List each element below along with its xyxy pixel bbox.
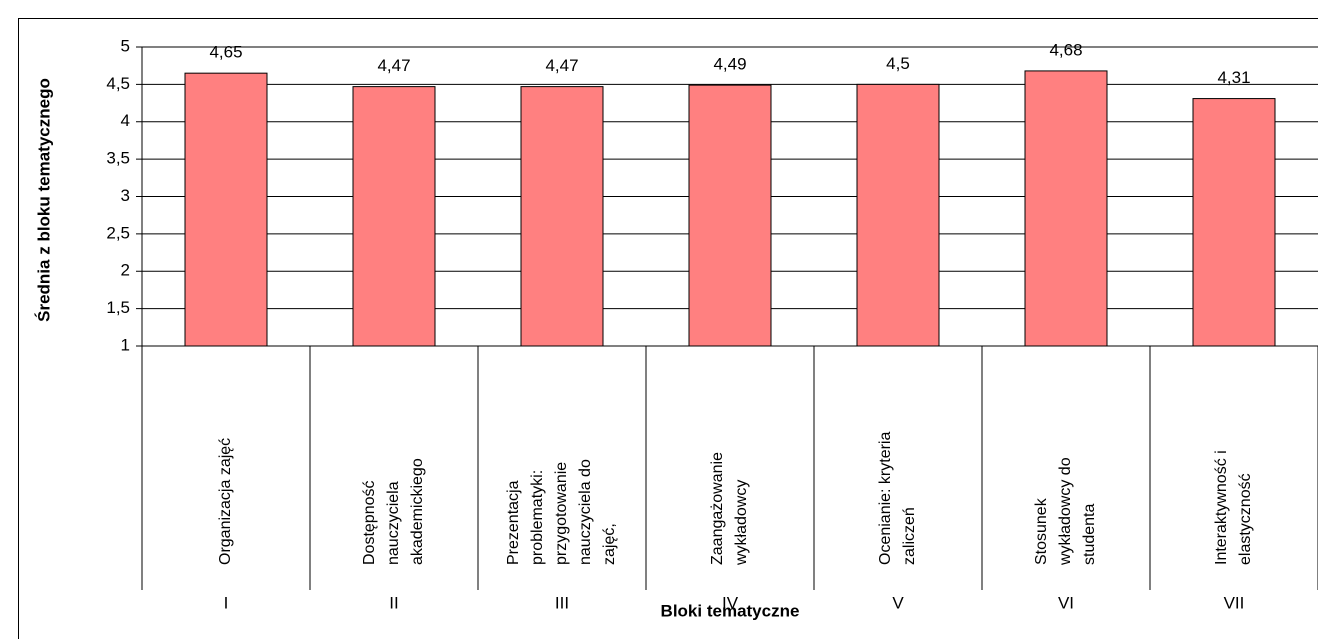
y-tick-label: 3,5 xyxy=(106,149,130,168)
y-tick-label: 2,5 xyxy=(106,223,130,242)
bar xyxy=(520,86,604,347)
x-axis-title: Bloki tematyczne xyxy=(661,601,800,620)
data-label: 4,49 xyxy=(713,55,746,74)
x-tick-label: I xyxy=(224,593,229,612)
y-tick-label: 4 xyxy=(121,111,130,130)
data-label: 4,31 xyxy=(1217,68,1250,87)
y-tick-label: 1 xyxy=(121,335,130,354)
category-description: akademickiego xyxy=(409,458,426,565)
x-tick-label: VI xyxy=(1058,593,1074,612)
category-description: przygotowanie xyxy=(553,462,570,565)
category-description: wykładowcy do xyxy=(1057,457,1074,566)
category-description: Interaktywność i xyxy=(1213,450,1230,565)
category-description: Dostępność xyxy=(361,481,378,566)
category-description: Ocenianie: kryteria xyxy=(877,432,894,565)
category-description: wykładowcy xyxy=(733,480,750,566)
x-tick-label: IV xyxy=(722,593,739,612)
y-tick-label: 1,5 xyxy=(106,298,130,317)
y-axis-title: Średnia z bloku tematycznego xyxy=(34,78,53,322)
bar xyxy=(1024,70,1108,347)
bar xyxy=(352,86,436,347)
y-tick-label: 3 xyxy=(121,186,130,205)
category-description: elastyczność xyxy=(1237,473,1254,565)
bar xyxy=(856,83,940,347)
category-description: Prezentacja xyxy=(505,480,522,565)
y-tick-label: 5 xyxy=(121,36,130,55)
data-label: 4,65 xyxy=(209,43,242,62)
data-label: 4,68 xyxy=(1049,40,1082,59)
x-tick-label: II xyxy=(389,593,398,612)
bar xyxy=(1192,98,1276,347)
category-description: Organizacja zajęć xyxy=(217,438,234,565)
category-description: studenta xyxy=(1081,504,1098,565)
data-label: 4,47 xyxy=(545,56,578,75)
data-label: 4,5 xyxy=(886,54,910,73)
category-description: nauczyciela xyxy=(385,481,402,565)
category-description: zaliczeń xyxy=(901,507,918,565)
x-tick-label: III xyxy=(555,593,569,612)
data-label: 4,47 xyxy=(377,56,410,75)
category-description: Zaangażowanie xyxy=(709,452,726,565)
category-description: problematyki: xyxy=(529,470,546,565)
bar xyxy=(184,72,268,347)
category-description: Stosunek xyxy=(1033,497,1050,565)
y-tick-label: 2 xyxy=(121,261,130,280)
x-tick-label: VII xyxy=(1224,593,1245,612)
x-tick-label: V xyxy=(892,593,904,612)
category-description: nauczyciela do xyxy=(577,459,594,565)
y-tick-label: 4,5 xyxy=(106,74,130,93)
bar xyxy=(688,84,772,347)
category-description: zajęć, xyxy=(601,523,618,565)
